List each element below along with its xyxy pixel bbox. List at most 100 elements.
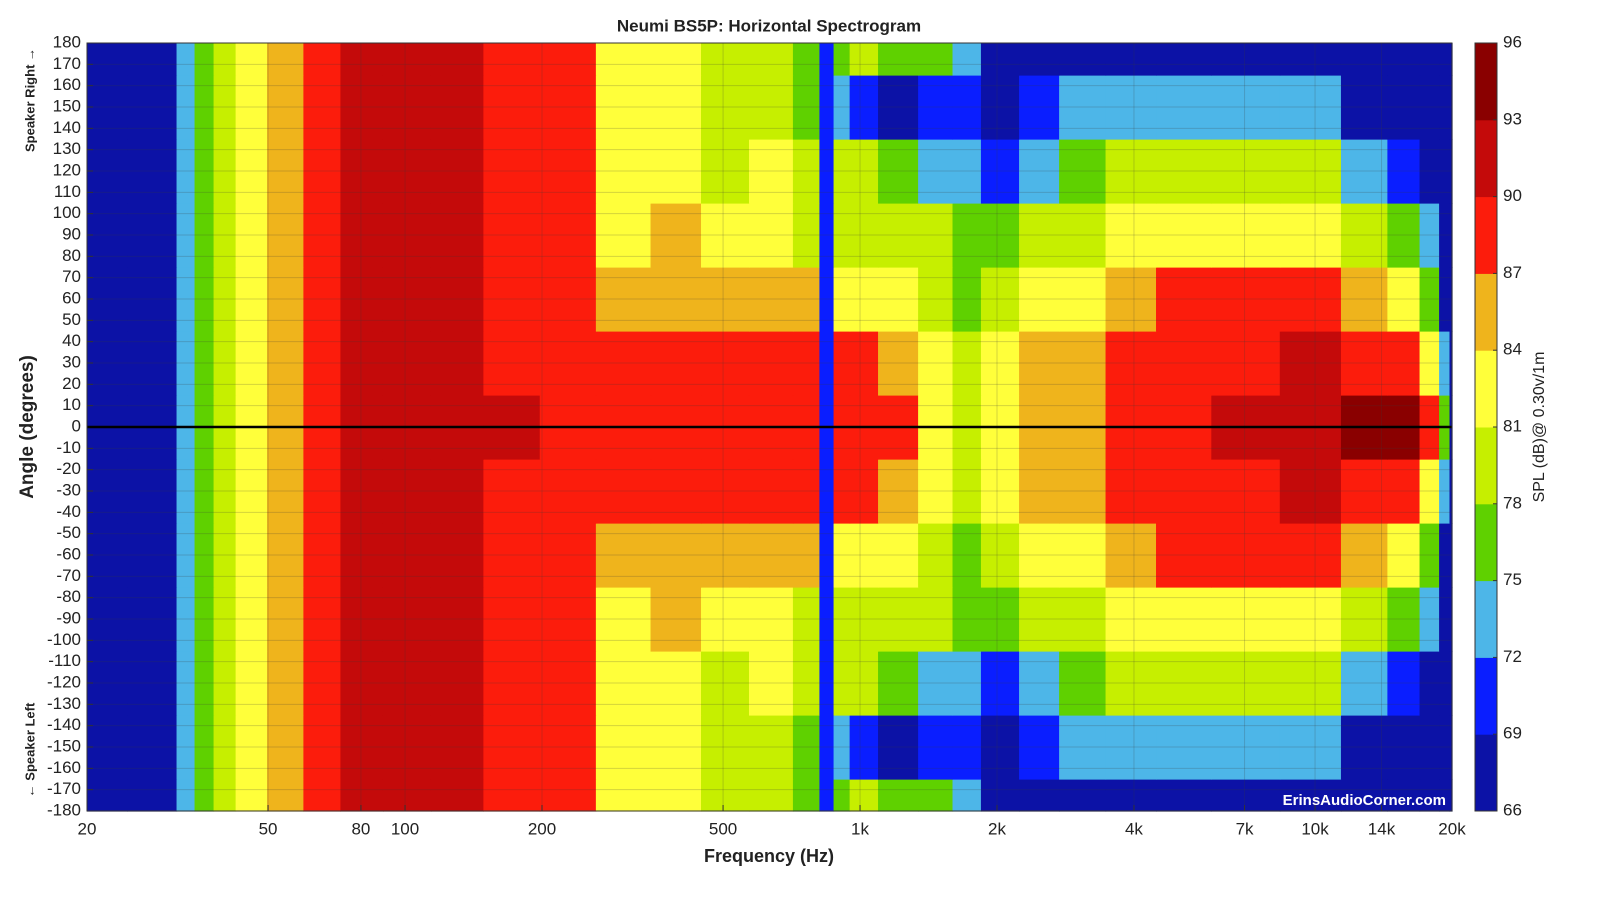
heatmap-cell: [1340, 587, 1388, 652]
heatmap-cell: [539, 715, 597, 780]
y-tick-label: -120: [47, 672, 81, 691]
heatmap-cell: [303, 267, 342, 332]
heatmap-cell: [833, 75, 851, 140]
heatmap-cell: [1387, 203, 1421, 268]
heatmap-cell: [127, 779, 178, 812]
colorbar-band: [1475, 273, 1497, 351]
x-tick-label: 14k: [1368, 819, 1396, 838]
heatmap-cell: [1419, 587, 1440, 652]
y-tick-label: 40: [62, 331, 81, 350]
heatmap-cell: [792, 267, 821, 332]
heatmap-cell: [303, 587, 342, 652]
heatmap-cell: [340, 523, 384, 588]
heatmap-cell: [701, 43, 750, 76]
heatmap-cell: [87, 459, 128, 524]
y-axis-label: Angle (degrees): [17, 355, 38, 499]
x-tick-label: 80: [351, 819, 370, 838]
heatmap-cell: [1105, 203, 1157, 268]
heatmap-cell: [1156, 267, 1212, 332]
heatmap-cell: [1059, 267, 1107, 332]
heatmap-cell: [918, 779, 954, 812]
heatmap-cell: [1211, 75, 1281, 140]
heatmap-cell: [539, 75, 597, 140]
heatmap-cell: [952, 43, 982, 76]
heatmap-cell: [748, 203, 794, 268]
y-tick-label: 50: [62, 310, 81, 329]
heatmap-cell: [539, 523, 597, 588]
heatmap-cell: [819, 203, 835, 268]
heatmap-cell: [595, 523, 652, 588]
heatmap-cell: [748, 459, 794, 524]
heatmap-cell: [340, 203, 384, 268]
y-tick-label: -160: [47, 758, 81, 777]
heatmap-cell: [1340, 715, 1388, 780]
heatmap-cell: [483, 203, 541, 268]
heatmap-cell: [235, 43, 268, 76]
heatmap-cell: [980, 523, 1020, 588]
heatmap-cell: [1449, 715, 1453, 780]
heatmap-cell: [340, 139, 384, 204]
colorbar-band: [1475, 43, 1497, 121]
heatmap-cell: [819, 331, 835, 396]
heatmap-cell: [918, 75, 954, 140]
heatmap-cell: [878, 523, 919, 588]
heatmap-cell: [267, 459, 305, 524]
heatmap-cell: [1387, 779, 1421, 812]
heatmap-cell: [1439, 523, 1451, 588]
x-tick-label: 1k: [851, 819, 869, 838]
heatmap-cell: [1449, 651, 1453, 716]
heatmap-cell: [918, 651, 954, 716]
heatmap-cell: [1156, 75, 1212, 140]
heatmap-cell: [127, 267, 178, 332]
y-tick-label: 100: [53, 203, 81, 222]
heatmap-cell: [1449, 459, 1453, 524]
heatmap-cell: [1449, 203, 1453, 268]
heatmap-cell: [1419, 75, 1440, 140]
heatmap-cell: [1211, 779, 1281, 812]
heatmap-cell: [1449, 779, 1453, 812]
heatmap-cell: [833, 267, 851, 332]
heatmap-cell: [1449, 43, 1453, 76]
heatmap-cell: [303, 715, 342, 780]
heatmap-cell: [1105, 267, 1157, 332]
heatmap-cell: [849, 139, 879, 204]
heatmap-cell: [1211, 331, 1281, 396]
heatmap-cell: [87, 43, 128, 76]
heatmap-cell: [539, 587, 597, 652]
heatmap-cell: [235, 651, 268, 716]
heatmap-cell: [1211, 715, 1281, 780]
heatmap-cell: [176, 267, 196, 332]
heatmap-cell: [878, 331, 919, 396]
heatmap-cell: [1419, 331, 1440, 396]
colorbar-tick-label: 84: [1503, 340, 1522, 359]
heatmap-cell: [1387, 651, 1421, 716]
heatmap-cell: [952, 715, 982, 780]
heatmap-cell: [650, 139, 702, 204]
heatmap-cell: [1059, 203, 1107, 268]
colorbar-tick-label: 72: [1503, 647, 1522, 666]
heatmap-cell: [87, 267, 128, 332]
heatmap-cell: [1019, 75, 1060, 140]
heatmap-cell: [1279, 651, 1342, 716]
y-tick-label: -100: [47, 630, 81, 649]
heatmap-cell: [1059, 459, 1107, 524]
heatmap-cell: [1211, 43, 1281, 76]
y-tick-label: -150: [47, 736, 81, 755]
x-tick-label: 50: [259, 819, 278, 838]
heatmap-cell: [213, 779, 237, 812]
y-tick-label: -90: [56, 608, 81, 627]
heatmap-cell: [1340, 139, 1388, 204]
chart-title: Neumi BS5P: Horizontal Spectrogram: [617, 16, 921, 35]
heatmap-cell: [127, 651, 178, 716]
heatmap-cell: [303, 523, 342, 588]
heatmap-cell: [194, 779, 215, 812]
heatmap-cell: [980, 267, 1020, 332]
heatmap-cell: [1340, 203, 1388, 268]
heatmap-cell: [595, 75, 652, 140]
heatmap-cell: [87, 651, 128, 716]
heatmap-cell: [87, 139, 128, 204]
heatmap-cell: [176, 523, 196, 588]
heatmap-cell: [1156, 523, 1212, 588]
heatmap-cell: [1279, 75, 1342, 140]
